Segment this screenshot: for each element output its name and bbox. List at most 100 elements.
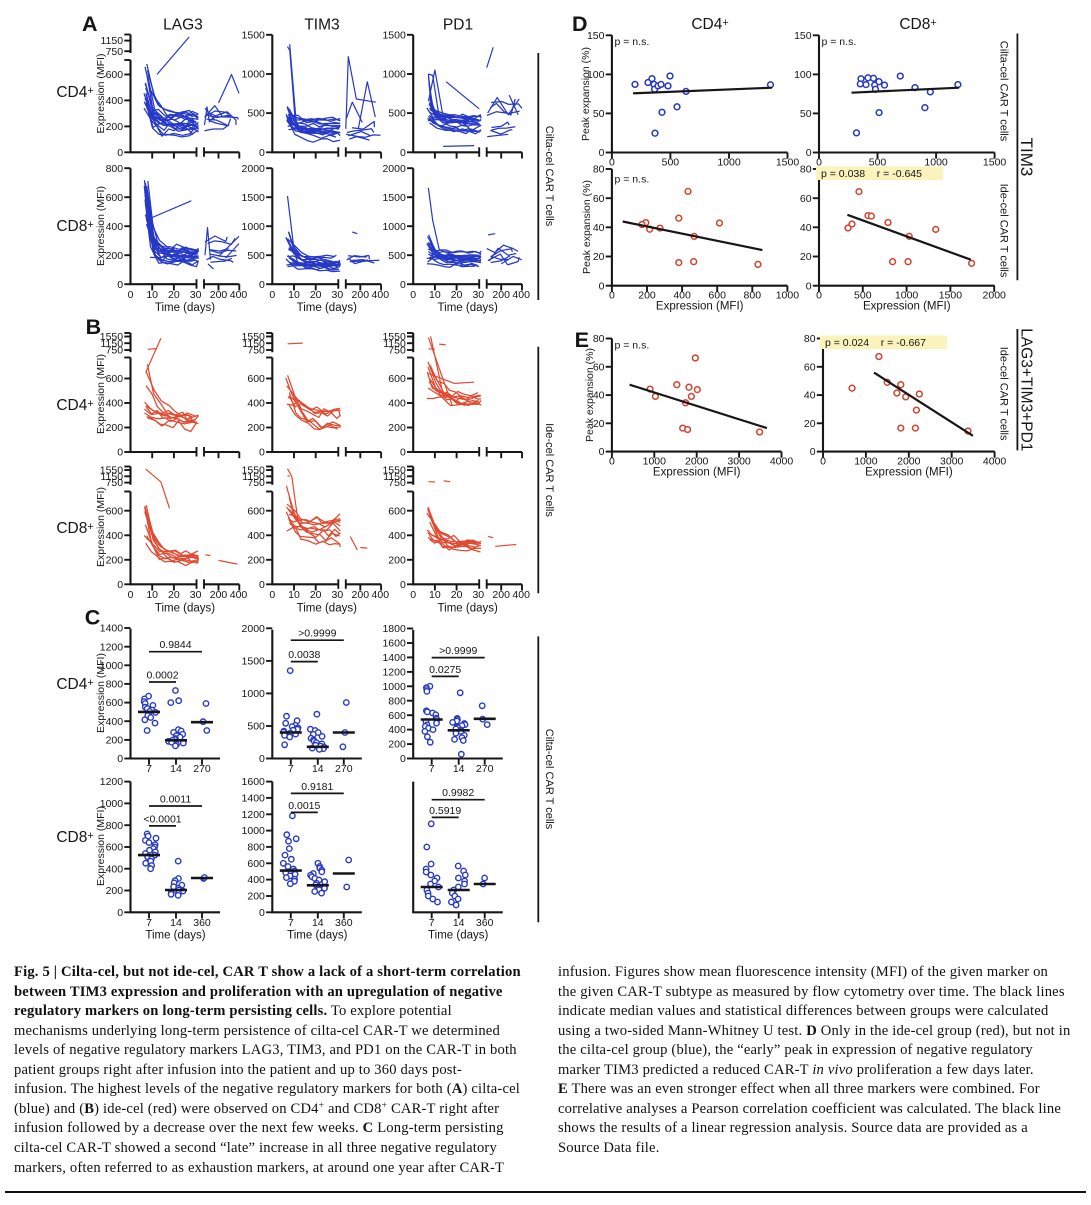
svg-text:1500: 1500 [382,29,406,41]
svg-text:1000: 1000 [100,798,124,810]
svg-text:0: 0 [259,447,265,459]
svg-text:600: 600 [106,192,124,204]
svg-text:0: 0 [816,290,822,302]
svg-text:100: 100 [794,69,812,81]
svg-text:0: 0 [117,279,123,291]
svg-text:200: 200 [352,589,370,601]
svg-text:3000: 3000 [727,456,751,468]
svg-text:80: 80 [593,164,605,176]
svg-text:0: 0 [269,589,275,601]
svg-text:10: 10 [288,589,300,601]
svg-text:20: 20 [310,589,322,601]
svg-text:TIM3: TIM3 [1017,138,1036,177]
svg-text:Peak expansion (%): Peak expansion (%) [584,348,596,442]
svg-text:400: 400 [106,221,124,233]
svg-text:20: 20 [593,251,605,263]
svg-text:0.9844: 0.9844 [159,639,191,651]
svg-text:1200: 1200 [242,809,266,821]
svg-text:1600: 1600 [242,776,266,788]
svg-text:80: 80 [800,164,812,176]
svg-text:1150: 1150 [383,338,406,350]
svg-text:CD8+: CD8+ [56,520,93,537]
svg-text:4000: 4000 [983,456,1007,468]
svg-text:20: 20 [451,289,463,301]
svg-text:1550: 1550 [100,465,124,477]
svg-text:200: 200 [352,289,370,301]
svg-text:0: 0 [400,147,406,159]
svg-text:p = 0.038 r = -0.645: p = 0.038 r = -0.645 [821,168,922,180]
svg-text:50: 50 [800,108,812,120]
svg-text:200: 200 [106,554,124,566]
svg-text:PD1: PD1 [443,17,473,34]
svg-text:1000: 1000 [924,157,948,169]
svg-text:200: 200 [247,422,265,434]
svg-text:800: 800 [388,695,406,707]
svg-text:CD8+: CD8+ [899,16,936,33]
svg-text:Time (days): Time (days) [155,602,215,614]
svg-text:400: 400 [512,289,530,301]
svg-text:7: 7 [288,763,294,775]
svg-text:200: 200 [247,554,265,566]
svg-text:600: 600 [247,373,265,385]
svg-text:Time (days): Time (days) [145,930,205,942]
svg-text:500: 500 [662,157,680,169]
svg-text:600: 600 [388,505,406,517]
svg-text:10: 10 [146,589,158,601]
svg-text:2000: 2000 [382,163,406,175]
svg-text:1500: 1500 [983,157,1007,169]
svg-text:A: A [82,12,98,36]
svg-text:LAG3: LAG3 [163,17,203,34]
svg-text:500: 500 [247,108,265,120]
svg-text:0.5919: 0.5919 [429,805,461,817]
svg-text:600: 600 [106,69,124,81]
svg-text:500: 500 [854,290,872,302]
svg-text:1150: 1150 [101,338,124,350]
svg-text:600: 600 [106,505,124,517]
svg-text:0: 0 [128,589,134,601]
svg-text:0: 0 [810,446,816,458]
svg-text:>0.9999: >0.9999 [439,645,477,657]
svg-text:600: 600 [388,373,406,385]
svg-text:400: 400 [106,95,124,107]
svg-text:1400: 1400 [242,793,266,805]
svg-text:200: 200 [210,289,228,301]
svg-text:400: 400 [106,398,124,410]
svg-text:Cilta-cel CAR T cells: Cilta-cel CAR T cells [998,41,1010,142]
svg-text:600: 600 [106,842,124,854]
svg-text:Time (days): Time (days) [297,302,357,314]
svg-text:0.0275: 0.0275 [429,664,461,676]
svg-text:14: 14 [453,763,465,775]
svg-text:Time (days): Time (days) [428,930,488,942]
svg-text:1000: 1000 [100,660,124,672]
svg-text:1200: 1200 [100,641,124,653]
svg-text:1600: 1600 [382,638,406,650]
svg-text:40: 40 [593,390,605,402]
svg-text:0: 0 [259,279,265,291]
svg-text:0: 0 [117,147,123,159]
svg-text:400: 400 [673,290,691,302]
svg-text:CD4+: CD4+ [56,676,93,693]
svg-text:2000: 2000 [685,456,709,468]
svg-text:E: E [575,328,589,352]
svg-text:400: 400 [106,716,124,728]
svg-text:600: 600 [247,858,265,870]
svg-text:1500: 1500 [776,157,800,169]
svg-text:0: 0 [400,279,406,291]
svg-text:800: 800 [744,290,762,302]
svg-text:0: 0 [609,290,615,302]
svg-text:400: 400 [388,398,406,410]
svg-text:0: 0 [609,157,615,169]
svg-text:30: 30 [472,589,484,601]
svg-text:50: 50 [593,108,605,120]
svg-text:Expression (MFI): Expression (MFI) [863,301,951,313]
svg-text:500: 500 [388,250,406,262]
svg-text:14: 14 [170,917,182,929]
svg-text:0: 0 [117,753,123,765]
svg-text:0.9181: 0.9181 [301,781,333,793]
svg-text:C: C [85,606,101,630]
svg-text:30: 30 [332,589,344,601]
svg-text:200: 200 [638,290,656,302]
svg-text:20: 20 [310,289,322,301]
svg-text:30: 30 [332,289,344,301]
svg-text:60: 60 [593,361,605,373]
